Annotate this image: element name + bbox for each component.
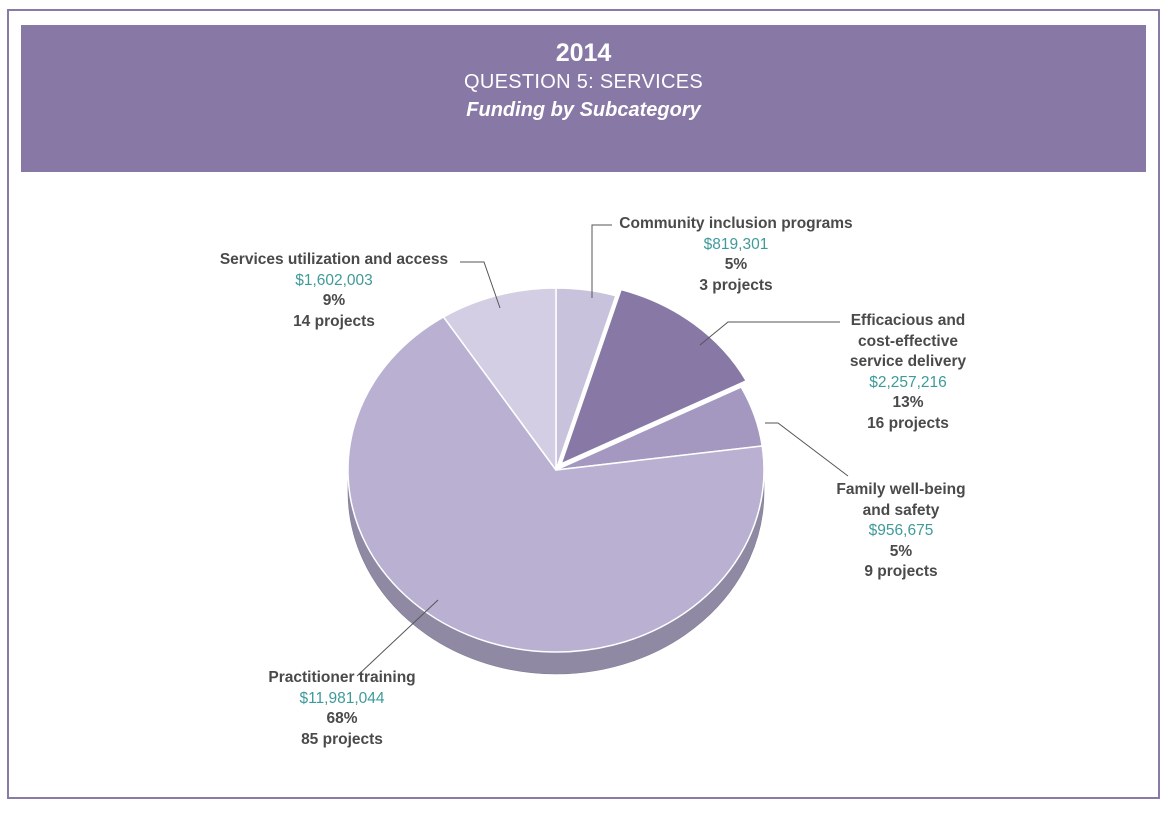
slice-name: and safety xyxy=(862,501,940,519)
slice-label-practitioner-training: Practitioner training $11,981,044 68% 85… xyxy=(237,668,447,750)
leader-line-services-utilization xyxy=(460,261,501,309)
slice-label-efficacious-delivery: Efficacious and cost-effective service d… xyxy=(828,311,988,434)
slice-projects: 9 projects xyxy=(864,563,938,580)
slice-name: Services utilization and access xyxy=(219,251,449,268)
slice-projects: 16 projects xyxy=(867,414,949,432)
slice-projects: 85 projects xyxy=(301,730,383,748)
slice-amount: $1,602,003 xyxy=(295,271,373,289)
slice-name: Efficacious and xyxy=(850,312,966,329)
slice-percent: 9% xyxy=(322,292,346,309)
slice-name: Community inclusion programs xyxy=(619,215,853,232)
slice-label-community-inclusion: Community inclusion programs $819,301 5%… xyxy=(605,214,867,296)
leader-lines xyxy=(356,224,849,677)
slice-percent: 13% xyxy=(892,394,924,411)
leader-line-practitioner-training xyxy=(356,599,439,677)
pie-slice-efficacious-delivery xyxy=(560,288,747,465)
pie-slice-services-utilization xyxy=(442,287,557,471)
slice-projects: 14 projects xyxy=(293,312,375,330)
leader-line-community-inclusion xyxy=(591,224,612,298)
leader-line-efficacious-delivery xyxy=(699,321,840,346)
slice-name: Family well-being xyxy=(836,481,966,498)
chart-frame xyxy=(7,9,1160,799)
slice-amount: $819,301 xyxy=(703,235,769,253)
slice-percent: 5% xyxy=(724,256,748,273)
slice-name: service delivery xyxy=(849,353,967,370)
title-banner: 2014 QUESTION 5: SERVICES Funding by Sub… xyxy=(21,25,1146,172)
slice-name: Practitioner training xyxy=(268,669,416,686)
chart-subtitle: Funding by Subcategory xyxy=(466,99,701,121)
slice-projects: 3 projects xyxy=(699,276,773,294)
slice-label-family-wellbeing: Family well-being and safety $956,675 5%… xyxy=(820,480,982,583)
chart-year: 2014 xyxy=(555,39,612,67)
slice-percent: 5% xyxy=(889,542,913,560)
leader-line-family-wellbeing xyxy=(765,422,849,477)
slice-amount: $956,675 xyxy=(868,522,934,539)
slice-percent: 68% xyxy=(326,710,358,727)
pie-slice-practitioner-training xyxy=(347,316,765,653)
slice-name: cost-effective xyxy=(858,332,958,350)
slice-label-services-utilization: Services utilization and access $1,602,0… xyxy=(200,250,468,332)
pie-slices xyxy=(347,287,765,653)
slice-amount: $2,257,216 xyxy=(869,373,947,391)
chart-question-title: QUESTION 5: SERVICES xyxy=(463,71,704,93)
slice-amount: $11,981,044 xyxy=(299,689,385,707)
